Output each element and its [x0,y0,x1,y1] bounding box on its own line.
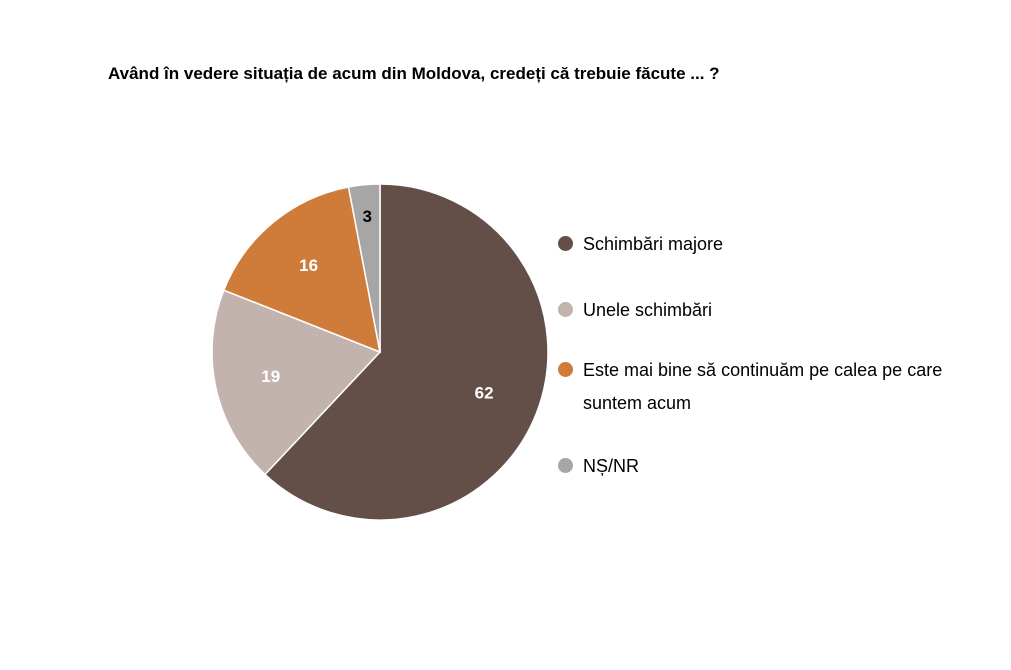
legend-item-unele-schimbari: Unele schimbări [558,294,973,327]
data-label-3: 3 [362,207,371,226]
legend-swatch [558,362,573,377]
legend-swatch [558,236,573,251]
data-label-2: 16 [299,256,318,275]
legend-label: Schimbări majore [583,234,724,254]
data-label-0: 62 [475,384,494,403]
legend-swatch [558,302,573,317]
pie-data-labels: 62 19 16 3 [261,207,493,403]
pie-slice-0 [263,183,549,521]
legend-item-continuam: Este mai bine să continuăm pe calea pe c… [558,354,973,420]
legend-label: Este mai bine să continuăm pe calea pe c… [583,360,943,413]
legend-item-schimbari-majore: Schimbări majore [558,228,973,261]
pie-slice-2 [222,186,381,354]
legend-label: Unele schimbări [583,300,713,320]
chart-title: Având în vedere situația de acum din Mol… [108,64,720,83]
pie-slice-1 [211,289,382,476]
legend-label: NȘ/NR [583,456,640,476]
pie-slice-3 [347,183,381,353]
pie-slices [211,183,549,521]
legend-item-ns-nr: NȘ/NR [558,450,973,483]
data-label-1: 19 [261,367,280,386]
legend-swatch [558,458,573,473]
